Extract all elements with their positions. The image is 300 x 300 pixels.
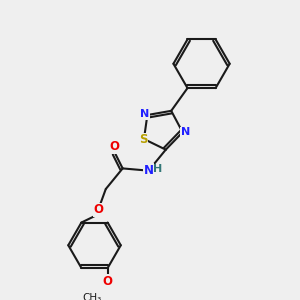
Text: N: N [140, 109, 149, 119]
Text: CH₃: CH₃ [82, 293, 101, 300]
Text: O: O [109, 140, 119, 153]
Text: O: O [103, 274, 113, 288]
Text: O: O [93, 203, 103, 216]
Text: N: N [181, 127, 190, 137]
Text: S: S [139, 134, 147, 146]
Text: H: H [153, 164, 162, 174]
Text: N: N [144, 164, 154, 177]
